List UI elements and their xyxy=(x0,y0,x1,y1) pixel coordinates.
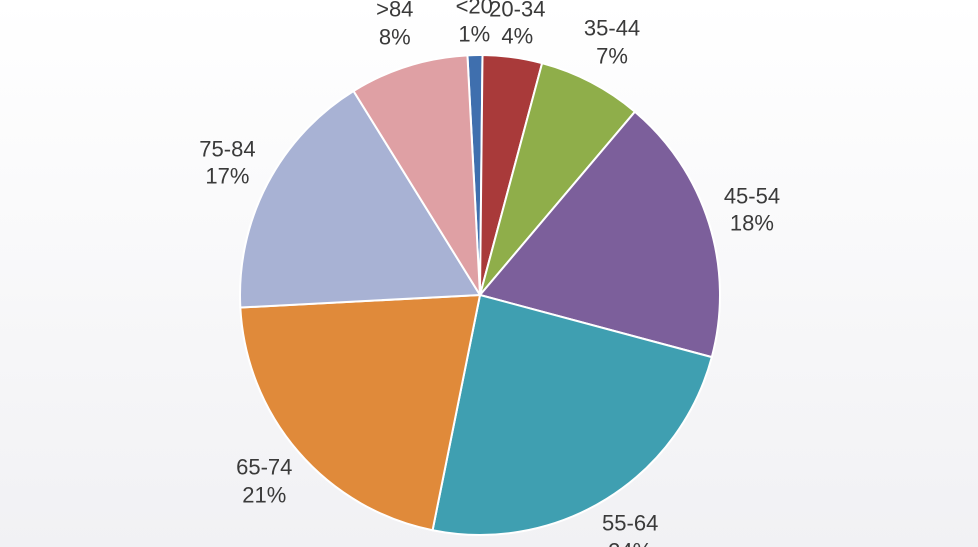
pie-chart-svg xyxy=(0,0,978,547)
pie-chart-container: <201%20-344%35-447%45-5418%55-6424%65-74… xyxy=(0,0,978,547)
